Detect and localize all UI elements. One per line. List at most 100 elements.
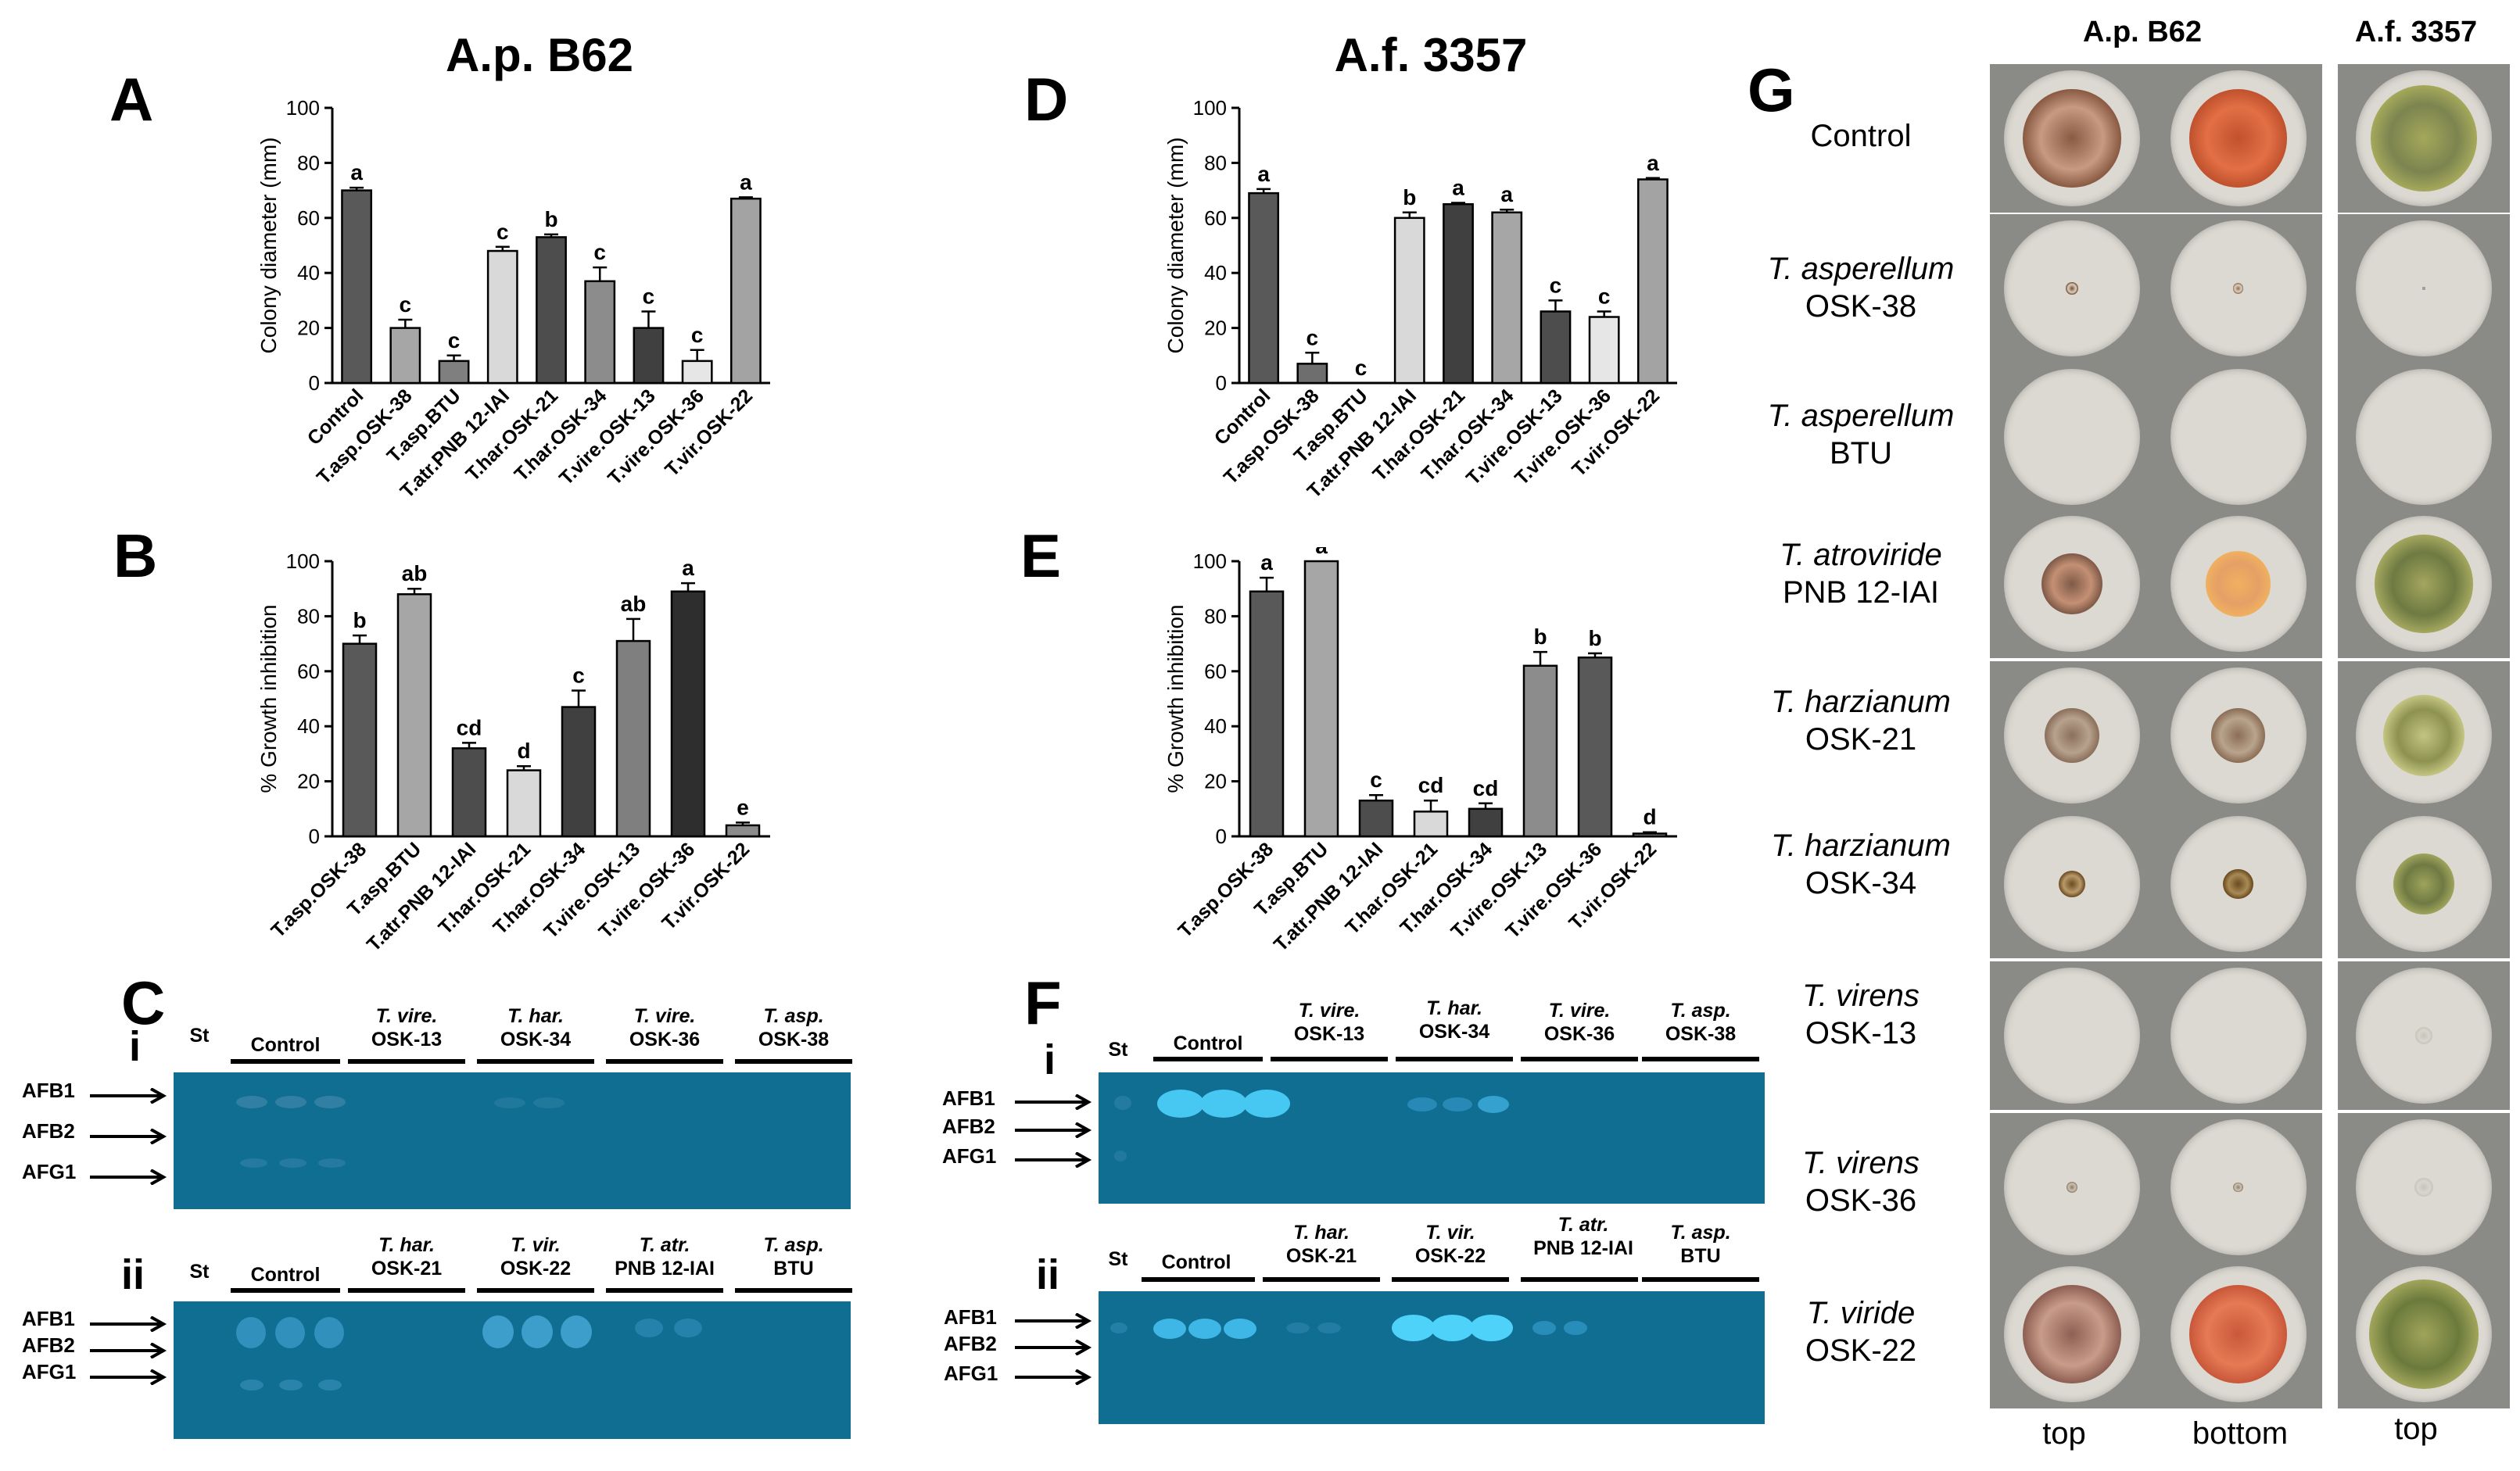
- bar: [451, 747, 487, 838]
- gel-f-ii-band-afb2: AFB2: [944, 1332, 997, 1355]
- bar: [1577, 656, 1613, 838]
- petri-dish: [2170, 369, 2307, 505]
- fungal-colony: [2023, 89, 2121, 188]
- gel-c-ii-st-label: St: [189, 1261, 210, 1283]
- bar: [1522, 664, 1558, 838]
- significance-letter: a: [1500, 182, 1513, 206]
- fungal-colony: [2223, 868, 2253, 900]
- fungal-colony: [2233, 1182, 2243, 1193]
- x-tick-label: T.vire.OSK-36: [594, 838, 699, 943]
- y-tick-label: 60: [297, 660, 320, 683]
- y-tick-label: 40: [297, 261, 320, 285]
- bar: [725, 824, 761, 838]
- significance-letter: c: [1550, 273, 1562, 297]
- fungal-colony: [2422, 287, 2425, 290]
- gel-spot: [314, 1317, 344, 1348]
- bar: [615, 639, 651, 838]
- gel-f-i-lane-bar: [1521, 1057, 1638, 1061]
- gel-c-ii-lane-5: T. asp. BTU: [763, 1234, 824, 1280]
- bar: [486, 249, 518, 385]
- bar: [1413, 811, 1449, 838]
- gel-f-i-band-afb2: AFB2: [942, 1115, 995, 1138]
- bar: [1393, 217, 1425, 385]
- plate-photo-ap-top: [1990, 510, 2154, 658]
- gel-c-i-plate: [174, 1072, 851, 1209]
- bar: [1249, 590, 1285, 838]
- significance-letter: b: [1403, 185, 1416, 209]
- gel-c-ii-band-afb2: AFB2: [22, 1333, 75, 1357]
- gel-spot: [482, 1315, 514, 1348]
- gel-c-i-lane-3: T. har. OSK-34: [500, 1005, 572, 1050]
- bar: [342, 642, 378, 838]
- gel-spot: [236, 1096, 267, 1108]
- plate-photo-af-top: [2338, 1113, 2510, 1262]
- significance-letter: cd: [457, 715, 482, 739]
- gel-spot: [1243, 1090, 1290, 1118]
- plate-row-label: T. atroviride PNB 12-IAI: [1780, 538, 1942, 610]
- plate-photo-ap-bottom: [2154, 363, 2322, 511]
- gel-spot: [1407, 1097, 1437, 1111]
- gel-spot: [561, 1315, 592, 1348]
- fungal-colony: [2188, 1285, 2288, 1383]
- y-tick-label: 0: [309, 371, 320, 395]
- plate-photo-af-top: [2338, 363, 2510, 511]
- plate-photo-af-top: [2338, 961, 2510, 1110]
- gel-spot: [1286, 1322, 1310, 1333]
- y-tick-label: 40: [1204, 714, 1227, 738]
- arrow-icon: [1015, 1369, 1092, 1385]
- significance-letter: a: [682, 556, 694, 580]
- significance-letter: d: [517, 739, 530, 763]
- gel-spot: [1532, 1321, 1556, 1335]
- gel-spot: [1224, 1319, 1256, 1339]
- fungal-colony: [2066, 282, 2078, 295]
- gel-c-ii-lane-bar: [606, 1288, 723, 1293]
- petri-dish: [2356, 369, 2492, 505]
- panel-label-e: E: [1020, 521, 1062, 590]
- plate-row-label: T. virens OSK-36: [1802, 1146, 1920, 1218]
- gel-f-i-plate: [1099, 1072, 1765, 1204]
- gel-c-ii-band-afg1: AFG1: [22, 1360, 77, 1383]
- significance-letter: c: [593, 240, 606, 264]
- y-tick-label: 40: [1204, 261, 1227, 285]
- gel-c-i-lane-1: Control: [250, 1034, 321, 1056]
- gel-spot: [494, 1097, 525, 1108]
- panel-label-a: A: [109, 65, 154, 134]
- fungal-colony: [2041, 553, 2103, 615]
- plate-photo-ap-top: [1990, 661, 2154, 810]
- gel-f-ii-lane-3: T. vir. OSK-22: [1414, 1222, 1486, 1267]
- bar: [729, 197, 762, 385]
- gel-spot: [240, 1380, 263, 1390]
- panel-label-f: F: [1024, 968, 1062, 1037]
- gel-spot: [279, 1158, 306, 1168]
- arrow-icon: [1015, 1313, 1092, 1329]
- significance-letter: b: [544, 207, 557, 231]
- fungal-colony: [2382, 694, 2465, 777]
- y-tick-label: 60: [1204, 660, 1227, 683]
- y-tick-label: 80: [297, 604, 320, 628]
- gel-spot: [1478, 1096, 1509, 1113]
- gel-f-i-band-afg1: AFG1: [942, 1144, 997, 1168]
- plate-row-label: Control: [1810, 119, 1912, 153]
- gel-f-ii-lane-4: T. atr. PNB 12-IAI: [1533, 1214, 1633, 1259]
- significance-letter: cd: [1418, 773, 1444, 797]
- y-tick-label: 100: [286, 549, 320, 573]
- y-tick-label: 0: [309, 825, 320, 848]
- bar: [1468, 807, 1504, 838]
- significance-letter: a: [1452, 175, 1464, 199]
- significance-letter: c: [643, 284, 655, 308]
- y-tick-label: 100: [1193, 549, 1227, 573]
- gel-spot: [314, 1096, 346, 1108]
- y-tick-label: 60: [1204, 206, 1227, 230]
- gel-spot: [1114, 1096, 1131, 1110]
- gel-c-i-roman: i: [129, 1023, 142, 1070]
- significance-letter: a: [1315, 547, 1328, 558]
- gel-f-i-lane-bar: [1153, 1057, 1263, 1061]
- significance-letter: c: [1355, 356, 1368, 380]
- gel-c-ii-lane-bar: [348, 1288, 465, 1293]
- gel-f-i-lane-bar: [1642, 1057, 1759, 1061]
- gel-c-i-lane-bar: [477, 1059, 594, 1064]
- gel-spot: [275, 1317, 305, 1348]
- bar: [633, 327, 665, 385]
- gel-spot: [1317, 1322, 1341, 1333]
